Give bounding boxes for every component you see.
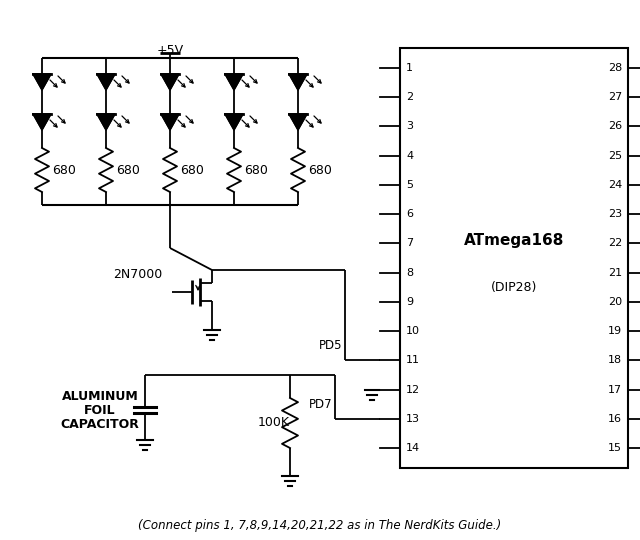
Text: 6: 6 (406, 209, 413, 219)
Text: 5: 5 (406, 180, 413, 190)
Text: 680: 680 (52, 164, 76, 177)
Text: 16: 16 (608, 414, 622, 424)
Polygon shape (225, 74, 243, 90)
Text: 28: 28 (608, 63, 622, 73)
Text: 15: 15 (608, 443, 622, 453)
Polygon shape (289, 114, 307, 130)
Polygon shape (161, 74, 179, 90)
Text: 1: 1 (406, 63, 413, 73)
Bar (400, 48, 628, 468)
Text: 4: 4 (406, 151, 413, 161)
Text: 3: 3 (406, 122, 413, 131)
Text: 8: 8 (406, 268, 413, 278)
Text: CAPACITOR: CAPACITOR (61, 417, 140, 430)
Text: 12: 12 (406, 384, 420, 395)
Polygon shape (161, 114, 179, 130)
Polygon shape (33, 114, 51, 130)
Text: ATmega168: ATmega168 (464, 233, 564, 247)
Text: 2N7000: 2N7000 (113, 267, 162, 280)
Text: 2: 2 (406, 92, 413, 102)
Text: PD5: PD5 (319, 339, 342, 352)
Text: 25: 25 (608, 151, 622, 161)
Text: (DIP28): (DIP28) (491, 281, 537, 294)
Text: PD7: PD7 (308, 398, 332, 411)
Text: 23: 23 (608, 209, 622, 219)
Text: 21: 21 (608, 268, 622, 278)
Polygon shape (97, 74, 115, 90)
Text: 11: 11 (406, 355, 420, 365)
Text: 7: 7 (406, 238, 413, 248)
Text: FOIL: FOIL (84, 403, 116, 416)
Text: 9: 9 (406, 297, 413, 307)
Text: 17: 17 (608, 384, 622, 395)
Text: 680: 680 (180, 164, 204, 177)
Text: 680: 680 (308, 164, 332, 177)
Text: 24: 24 (608, 180, 622, 190)
Text: 10: 10 (406, 326, 420, 336)
Text: 20: 20 (608, 297, 622, 307)
Text: 14: 14 (406, 443, 420, 453)
Text: ALUMINUM: ALUMINUM (61, 389, 138, 402)
Text: 680: 680 (116, 164, 140, 177)
Text: 19: 19 (608, 326, 622, 336)
Polygon shape (289, 74, 307, 90)
Text: 18: 18 (608, 355, 622, 365)
Polygon shape (225, 114, 243, 130)
Text: 100K: 100K (258, 416, 290, 429)
Text: 680: 680 (244, 164, 268, 177)
Text: 27: 27 (608, 92, 622, 102)
Text: 13: 13 (406, 414, 420, 424)
Polygon shape (97, 114, 115, 130)
Text: 26: 26 (608, 122, 622, 131)
Polygon shape (33, 74, 51, 90)
Text: (Connect pins 1, 7,8,9,14,20,21,22 as in The NerdKits Guide.): (Connect pins 1, 7,8,9,14,20,21,22 as in… (138, 518, 502, 531)
Text: 22: 22 (608, 238, 622, 248)
Text: +5V: +5V (156, 44, 184, 57)
